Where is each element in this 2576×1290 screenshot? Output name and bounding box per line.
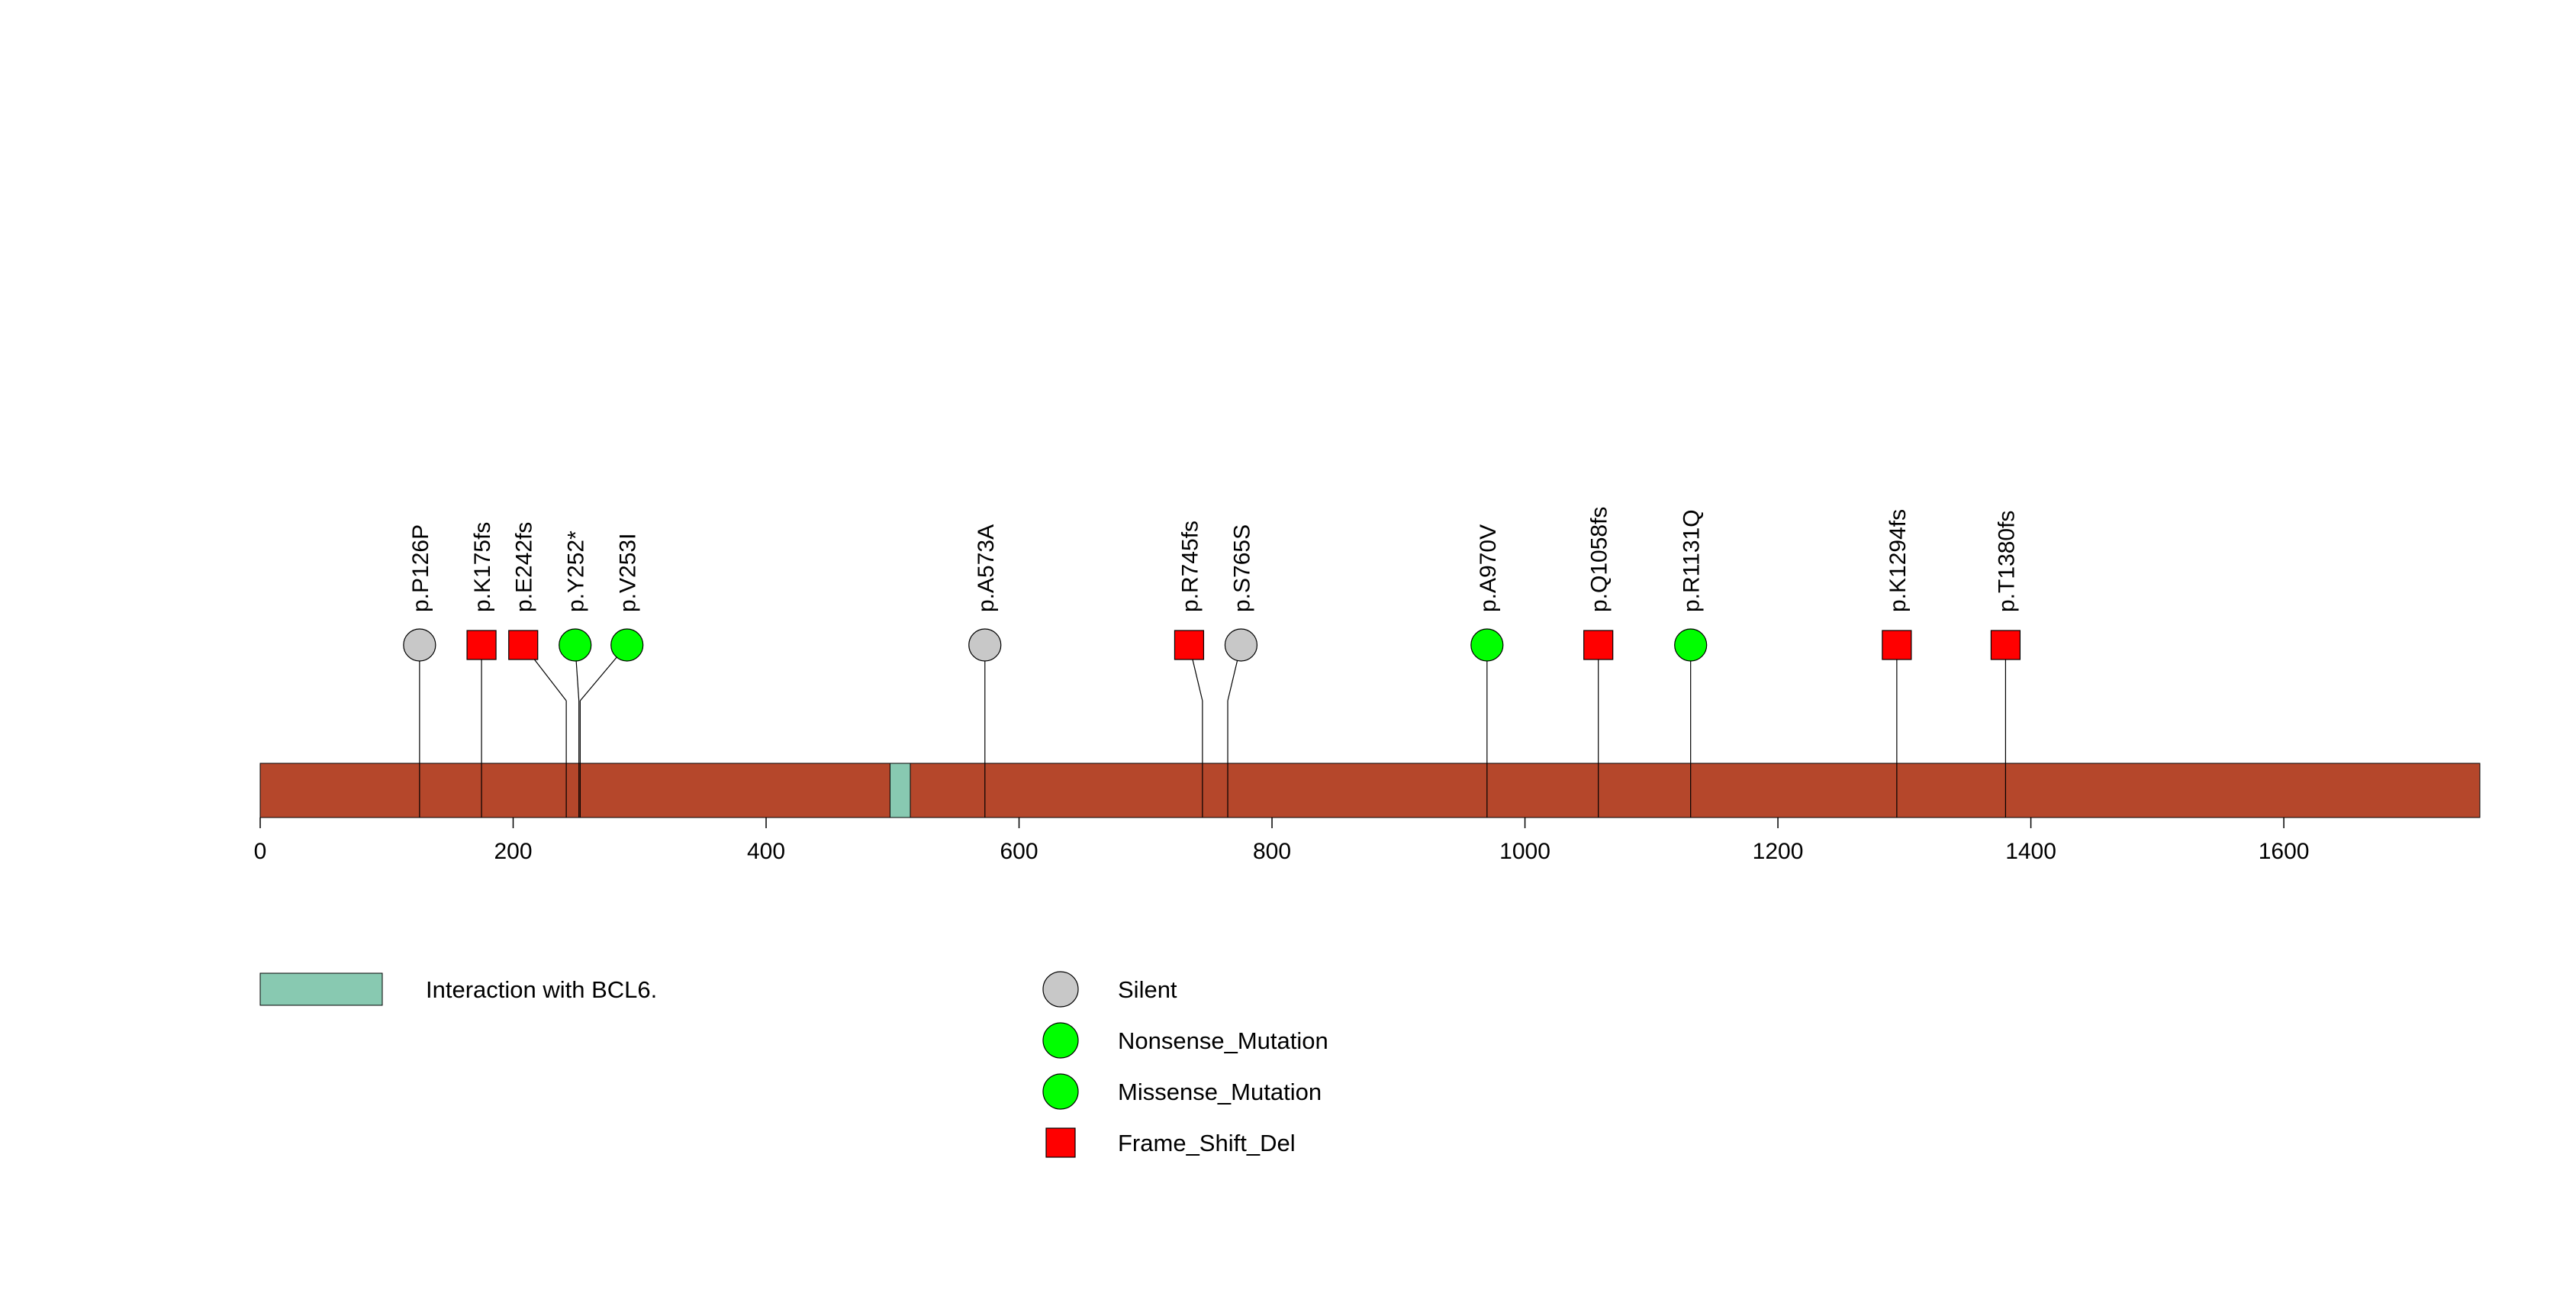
- legend: Interaction with BCL6. Silent Nonsense_Mut…: [259, 971, 1328, 1158]
- x-tick-label-6: 1200: [1753, 839, 1804, 864]
- mutation-label-2: p.E242fs: [512, 522, 537, 612]
- x-tick-label-2: 400: [747, 839, 785, 864]
- mutation-label-7: p.S765S: [1229, 524, 1254, 612]
- mutation-marker-10: [1674, 628, 1708, 662]
- mutation-marker-9: [1583, 630, 1614, 660]
- mutation-marker-12: [1990, 630, 2021, 660]
- mutation-markers: [403, 628, 2021, 662]
- x-tick-label-0: 0: [254, 839, 267, 864]
- legend-domain-swatch-0: [259, 972, 383, 1006]
- x-axis: 0 200 400 600 800 1000 1200 1400 1600: [254, 817, 2310, 864]
- mutation-marker-6: [1174, 630, 1205, 660]
- mutation-label-0: p.P126P: [408, 524, 433, 612]
- x-tick-label-7: 1400: [2005, 839, 2056, 864]
- mutation-stems: [419, 701, 2007, 818]
- mutation-label-5: p.A573A: [974, 524, 999, 612]
- mutation-marker-5: [968, 628, 1002, 662]
- mutation-label-3: p.Y252*: [564, 531, 589, 612]
- legend-type-label-0: Silent: [1118, 976, 1177, 1003]
- domain-0: [889, 763, 911, 818]
- mutation-connectors: [419, 644, 2007, 701]
- mutation-marker-3: [559, 628, 592, 662]
- mutation-label-9: p.Q1058fs: [1587, 507, 1612, 612]
- legend-marker-2: [1042, 1073, 1079, 1110]
- mutation-label-10: p.R1131Q: [1679, 509, 1705, 612]
- mutation-marker-7: [1224, 628, 1258, 662]
- mutation-marker-0: [403, 628, 436, 662]
- protein-backbone: [259, 763, 2481, 818]
- mutation-label-6: p.R745fs: [1177, 521, 1203, 612]
- legend-type-label-1: Nonsense_Mutation: [1118, 1027, 1328, 1054]
- mutation-label-1: p.K175fs: [470, 522, 495, 612]
- mutation-marker-2: [508, 630, 539, 660]
- x-tick-label-4: 800: [1253, 839, 1291, 864]
- legend-type-label-3: Frame_Shift_Del: [1118, 1130, 1296, 1156]
- mutation-label-4: p.V253I: [616, 534, 641, 612]
- x-tick-label-5: 1000: [1499, 839, 1550, 864]
- mutation-labels: p.P126P p.K175fs p.E242fs p.Y252* p.V253I p.A…: [408, 507, 2020, 612]
- mutation-marker-11: [1882, 630, 1912, 660]
- legend-marker-1: [1042, 1022, 1079, 1059]
- mutation-marker-1: [466, 630, 497, 660]
- x-tick-label-1: 200: [494, 839, 532, 864]
- mutation-label-8: p.A970V: [1476, 524, 1501, 612]
- mutation-marker-4: [610, 628, 644, 662]
- mutation-label-12: p.T1380fs: [1994, 511, 2019, 612]
- protein-backbone-group: [259, 763, 2481, 818]
- x-tick-label-3: 600: [1000, 839, 1038, 864]
- legend-domain-label-0: Interaction with BCL6.: [426, 976, 657, 1003]
- legend-type-label-2: Missense_Mutation: [1118, 1079, 1322, 1105]
- legend-marker-0: [1042, 971, 1079, 1008]
- x-tick-label-8: 1600: [2259, 839, 2310, 864]
- legend-marker-3: [1045, 1127, 1076, 1158]
- mutation-label-11: p.K1294fs: [1885, 509, 1911, 612]
- mutation-marker-8: [1470, 628, 1504, 662]
